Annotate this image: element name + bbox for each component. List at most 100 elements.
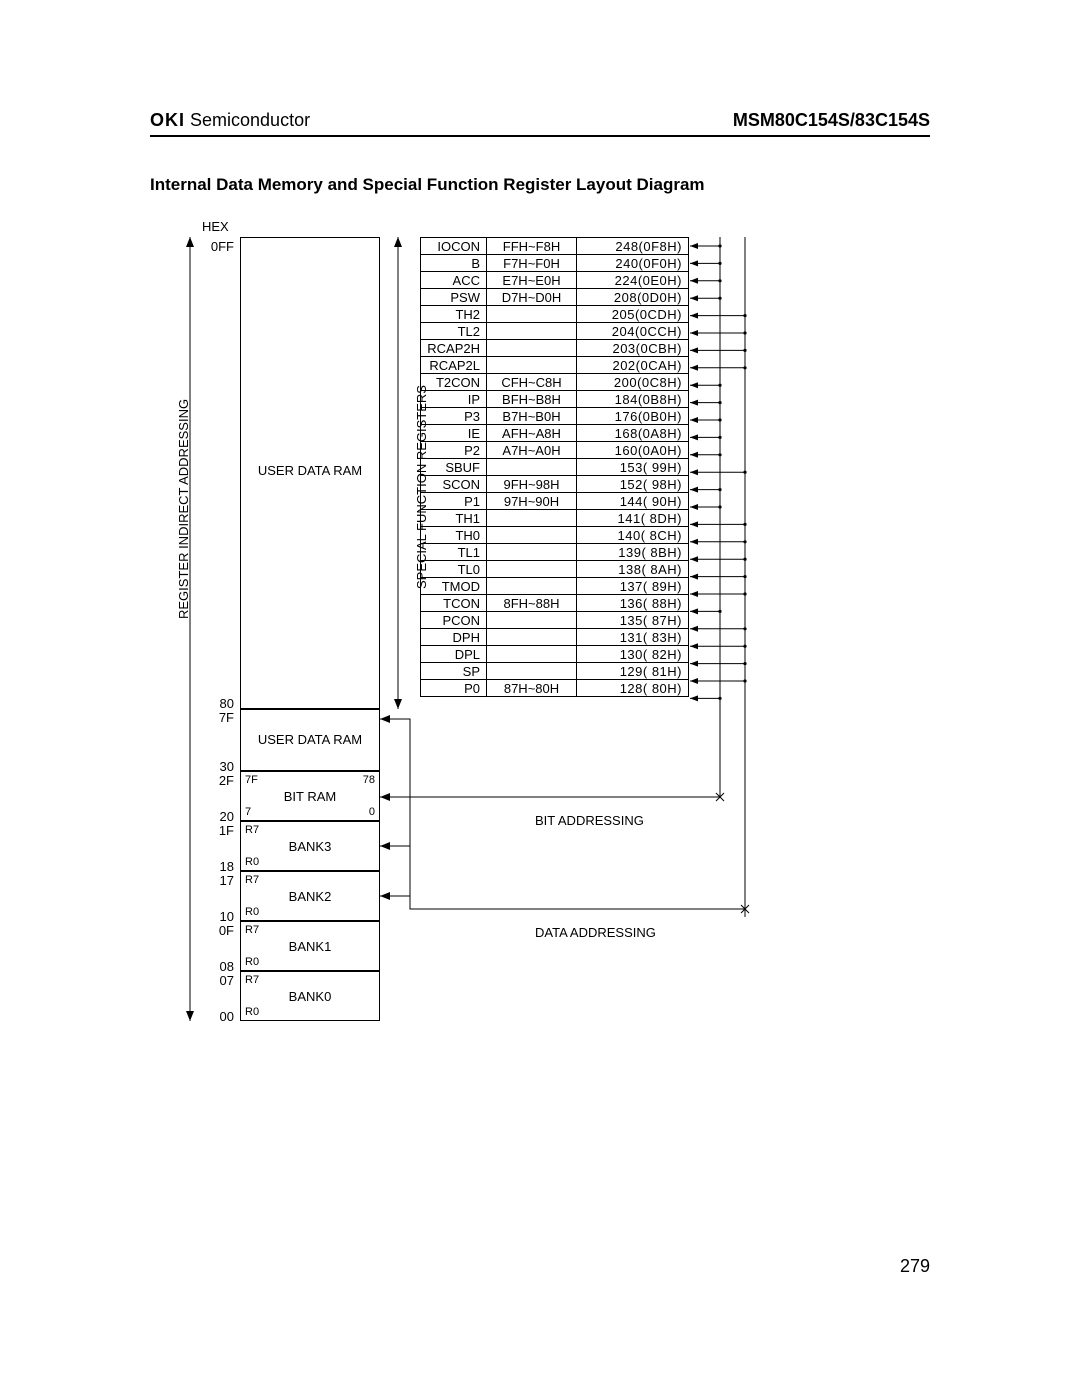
sfr-name: TCON — [421, 595, 487, 612]
sfr-addr: 130( 82H) — [577, 646, 689, 663]
sfr-range — [487, 357, 577, 374]
sfr-range: E7H~E0H — [487, 272, 577, 289]
sfr-addr: 224(0E0H) — [577, 272, 689, 289]
bank3-r0: R0 — [245, 856, 259, 868]
sfr-range — [487, 663, 577, 680]
hex-addr: 17 — [204, 873, 234, 888]
brand-bold: OKI — [150, 110, 185, 130]
sfr-addr: 140( 8CH) — [577, 527, 689, 544]
hex-addr: 07 — [204, 973, 234, 988]
sfr-range: B7H~B0H — [487, 408, 577, 425]
row-stubs — [690, 237, 770, 717]
page: OKI Semiconductor MSM80C154S/83C154S Int… — [150, 110, 930, 1039]
bit-ram-block: 7F 78 BIT RAM 7 0 — [240, 771, 380, 821]
sfr-row: P3B7H~B0H176(0B0H) — [421, 408, 689, 425]
hex-addr: 00 — [204, 1009, 234, 1024]
sfr-name: P2 — [421, 442, 487, 459]
sfr-row: P087H~80H128( 80H) — [421, 680, 689, 697]
sfr-name: TL1 — [421, 544, 487, 561]
sfr-row: ACCE7H~E0H224(0E0H) — [421, 272, 689, 289]
bank3-label: BANK3 — [241, 839, 379, 854]
sfr-addr: 138( 8AH) — [577, 561, 689, 578]
sfr-range: D7H~D0H — [487, 289, 577, 306]
sfr-name: TH1 — [421, 510, 487, 527]
bank1-label: BANK1 — [241, 939, 379, 954]
sfr-addr: 208(0D0H) — [577, 289, 689, 306]
sfr-row: DPH 131( 83H) — [421, 629, 689, 646]
hex-addr: 1F — [204, 823, 234, 838]
sfr-row: TH1 141( 8DH) — [421, 510, 689, 527]
sfr-addr: 135( 87H) — [577, 612, 689, 629]
sfr-range — [487, 323, 577, 340]
sfr-range — [487, 544, 577, 561]
bit-ram-label: BIT RAM — [241, 789, 379, 804]
sfr-name: PSW — [421, 289, 487, 306]
sfr-range: FFH~F8H — [487, 238, 577, 255]
sfr-row: P197H~90H144( 90H) — [421, 493, 689, 510]
sfr-row: P2A7H~A0H160(0A0H) — [421, 442, 689, 459]
sfr-range: 9FH~98H — [487, 476, 577, 493]
hex-addr: 2F — [204, 773, 234, 788]
bank3-block: R7 BANK3 R0 — [240, 821, 380, 871]
sfr-range — [487, 561, 577, 578]
sfr-addr: 240(0F0H) — [577, 255, 689, 272]
sfr-addr: 200(0C8H) — [577, 374, 689, 391]
sfr-addr: 184(0B8H) — [577, 391, 689, 408]
bank1-r7: R7 — [245, 924, 259, 936]
sfr-range: 87H~80H — [487, 680, 577, 697]
sfr-addr: 203(0CBH) — [577, 340, 689, 357]
bank2-r0: R0 — [245, 906, 259, 918]
sfr-addr: 141( 8DH) — [577, 510, 689, 527]
register-indirect-arrow — [180, 237, 200, 1027]
sfr-name: DPL — [421, 646, 487, 663]
sfr-name: TH0 — [421, 527, 487, 544]
sfr-row: TMOD137( 89H) — [421, 578, 689, 595]
sfr-row: SCON9FH~98H152( 98H) — [421, 476, 689, 493]
bank2-r7: R7 — [245, 874, 259, 886]
bank3-r7: R7 — [245, 824, 259, 836]
sfr-name: SBUF — [421, 459, 487, 476]
sfr-name: TL2 — [421, 323, 487, 340]
sfr-row: RCAP2H203(0CBH) — [421, 340, 689, 357]
part-number: MSM80C154S/83C154S — [733, 110, 930, 131]
sfr-arrow — [390, 237, 406, 709]
page-number: 279 — [900, 1256, 930, 1277]
sfr-range — [487, 612, 577, 629]
sfr-range — [487, 629, 577, 646]
sfr-name: T2CON — [421, 374, 487, 391]
sfr-row: TL1 139( 8BH) — [421, 544, 689, 561]
sfr-name: DPH — [421, 629, 487, 646]
sfr-addr: 144( 90H) — [577, 493, 689, 510]
sfr-name: IP — [421, 391, 487, 408]
sfr-addr: 152( 98H) — [577, 476, 689, 493]
bit-ram-0: 0 — [369, 806, 375, 818]
data-addressing-line — [380, 709, 760, 939]
sfr-addr: 139( 8BH) — [577, 544, 689, 561]
sfr-row: IPBFH~B8H184(0B8H) — [421, 391, 689, 408]
sfr-name: IOCON — [421, 238, 487, 255]
sfr-addr: 205(0CDH) — [577, 306, 689, 323]
brand-rest: Semiconductor — [185, 110, 310, 130]
sfr-addr: 176(0B0H) — [577, 408, 689, 425]
sfr-addr: 137( 89H) — [577, 578, 689, 595]
sfr-name: TL0 — [421, 561, 487, 578]
sfr-name: SP — [421, 663, 487, 680]
sfr-row: IOCONFFH~F8H248(0F8H) — [421, 238, 689, 255]
sfr-row: TL2 204(0CCH) — [421, 323, 689, 340]
sfr-addr: 128( 80H) — [577, 680, 689, 697]
sfr-row: RCAP2L202(0CAH) — [421, 357, 689, 374]
bank0-label: BANK0 — [241, 989, 379, 1004]
page-title: Internal Data Memory and Special Functio… — [150, 175, 930, 195]
register-indirect-label: REGISTER INDIRECT ADDRESSING — [176, 399, 191, 619]
sfr-range: F7H~F0H — [487, 255, 577, 272]
sfr-row: PSWD7H~D0H208(0D0H) — [421, 289, 689, 306]
bank0-block: R7 BANK0 R0 — [240, 971, 380, 1021]
sfr-row: SP129( 81H) — [421, 663, 689, 680]
bit-ram-7f: 7F — [245, 774, 258, 786]
bit-ram-7: 7 — [245, 806, 251, 818]
hex-addr: 20 — [204, 809, 234, 824]
user-data-ram-upper: USER DATA RAM — [240, 237, 380, 709]
sfr-addr: 204(0CCH) — [577, 323, 689, 340]
sfr-addr: 131( 83H) — [577, 629, 689, 646]
sfr-range: CFH~C8H — [487, 374, 577, 391]
